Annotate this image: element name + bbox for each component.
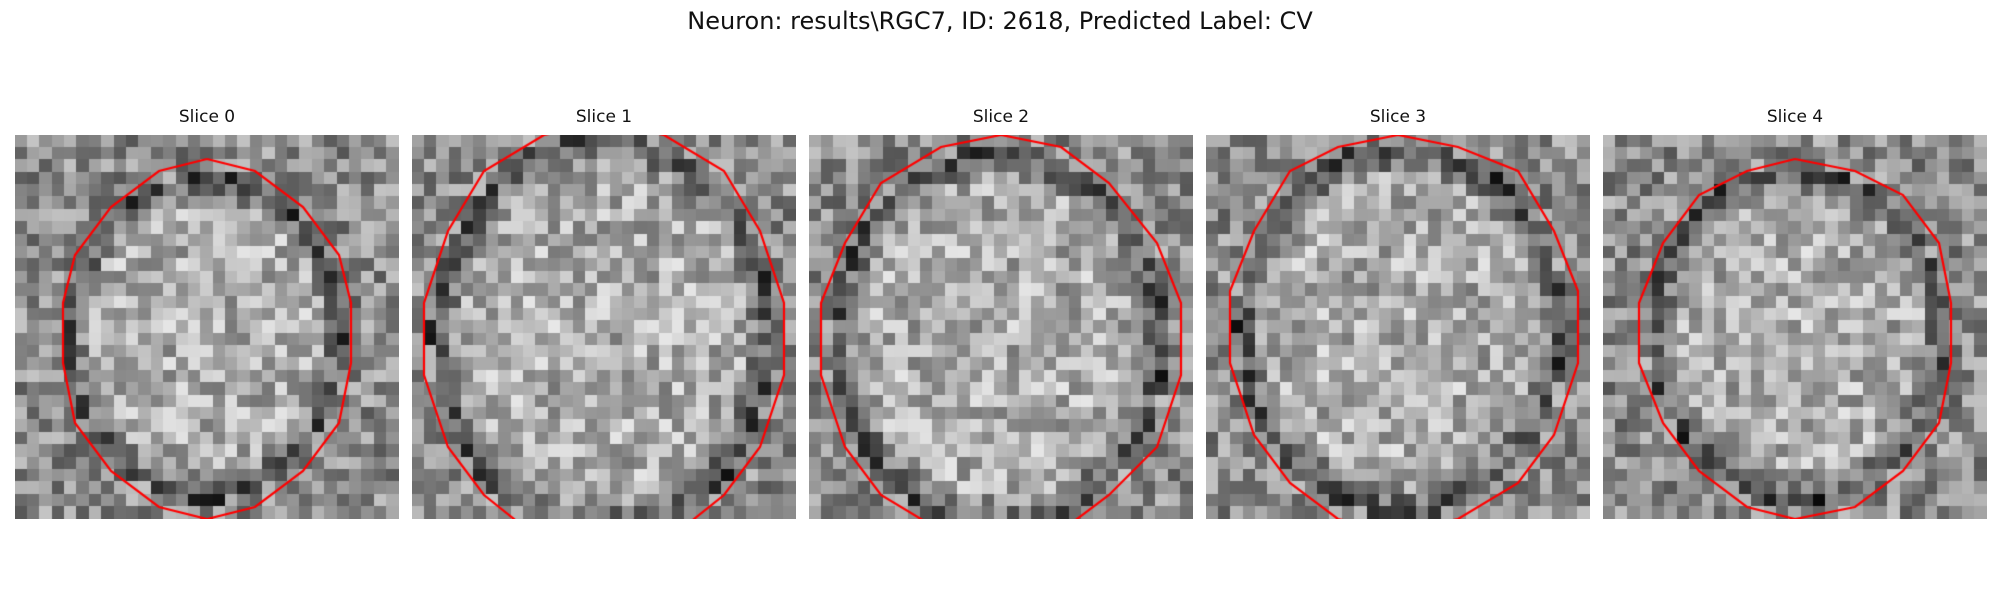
slice-image-0 bbox=[15, 135, 399, 519]
slice-title-2: Slice 2 bbox=[972, 107, 1030, 127]
figure-title: Neuron: results\RGC7, ID: 2618, Predicte… bbox=[687, 7, 1313, 35]
slice-image-4 bbox=[1603, 135, 1987, 519]
slice-image-3 bbox=[1206, 135, 1590, 519]
slice-title-1: Slice 1 bbox=[575, 107, 633, 127]
slice-title-3: Slice 3 bbox=[1369, 107, 1427, 127]
slice-image-2 bbox=[809, 135, 1193, 519]
slice-image-1 bbox=[412, 135, 796, 519]
slice-title-0: Slice 0 bbox=[178, 107, 236, 127]
slice-title-4: Slice 4 bbox=[1766, 107, 1824, 127]
